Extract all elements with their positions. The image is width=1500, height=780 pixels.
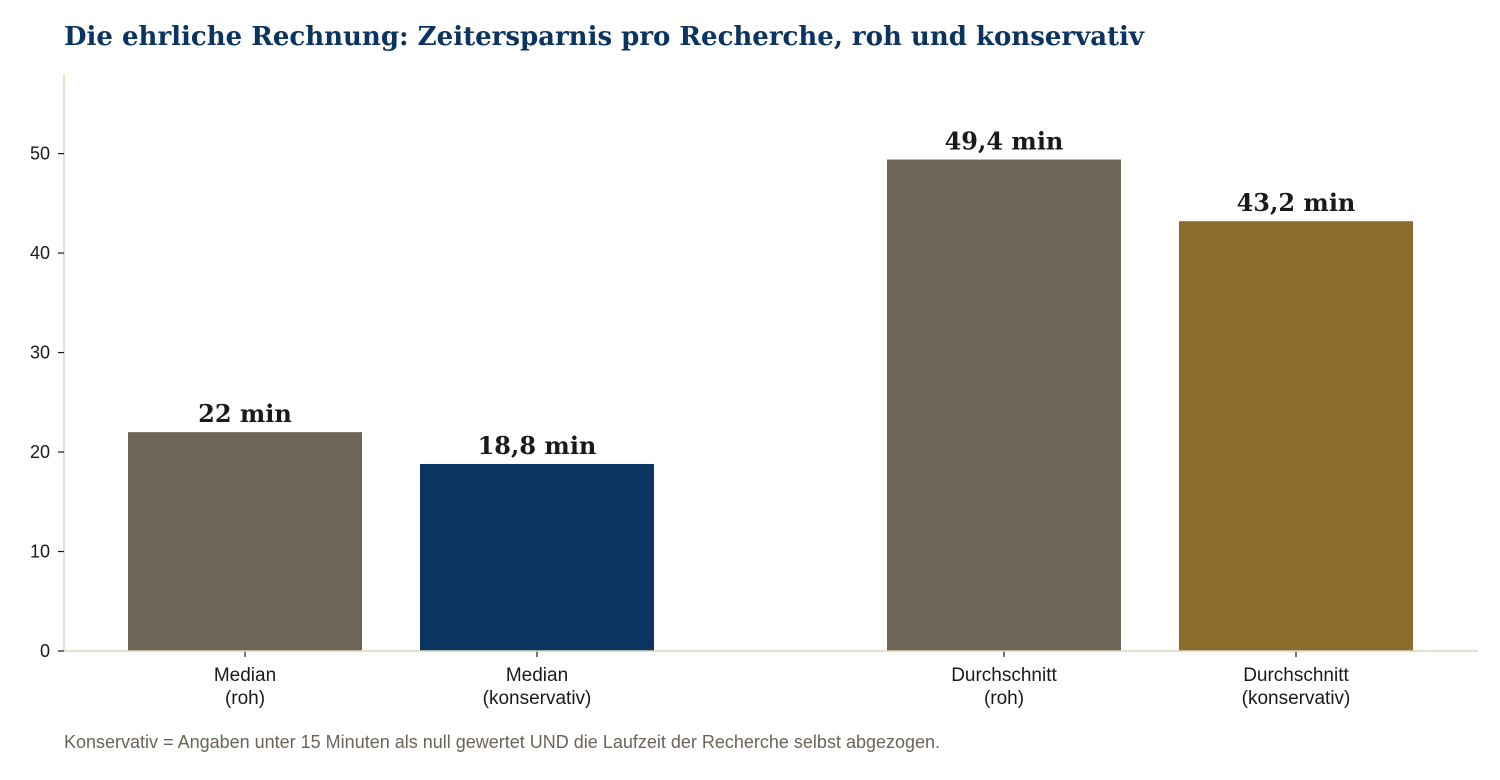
value-label-1: 18,8 min xyxy=(478,431,597,460)
bar-3 xyxy=(1179,221,1413,651)
y-tick-label-5: 50 xyxy=(30,144,50,164)
x-tick-label-0-0: Median xyxy=(214,665,276,686)
x-tick-label-3-1: (konservativ) xyxy=(1242,688,1351,709)
y-tick-label-2: 20 xyxy=(30,442,50,462)
value-label-0: 22 min xyxy=(198,399,292,428)
bar-1 xyxy=(420,463,654,651)
bar-2 xyxy=(887,159,1121,651)
value-label-3: 43,2 min xyxy=(1237,188,1356,217)
x-tick-label-2-1: (roh) xyxy=(984,688,1024,709)
x-tick-label-2-0: Durchschnitt xyxy=(951,665,1057,686)
x-tick-label-1-1: (konservativ) xyxy=(483,688,592,709)
x-tick-label-3-0: Durchschnitt xyxy=(1243,665,1349,686)
chart-title: Die ehrliche Rechnung: Zeitersparnis pro… xyxy=(64,22,1145,52)
y-tick-label-0: 0 xyxy=(40,641,50,661)
value-label-2: 49,4 min xyxy=(945,127,1064,156)
x-tick-label-0-1: (roh) xyxy=(225,688,265,709)
axes-group: Median(roh)Median(konservativ)Durchschni… xyxy=(30,74,1478,709)
bar-0 xyxy=(128,432,362,651)
chart-footnote: Konservativ = Angaben unter 15 Minuten a… xyxy=(64,732,940,752)
y-tick-label-3: 30 xyxy=(30,343,50,363)
x-tick-label-1-0: Median xyxy=(506,665,568,686)
y-tick-label-4: 40 xyxy=(30,243,50,263)
y-tick-label-1: 10 xyxy=(30,542,50,562)
bars-group: 22 min 18,8 min 49,4 min 43,2 min xyxy=(128,127,1413,651)
